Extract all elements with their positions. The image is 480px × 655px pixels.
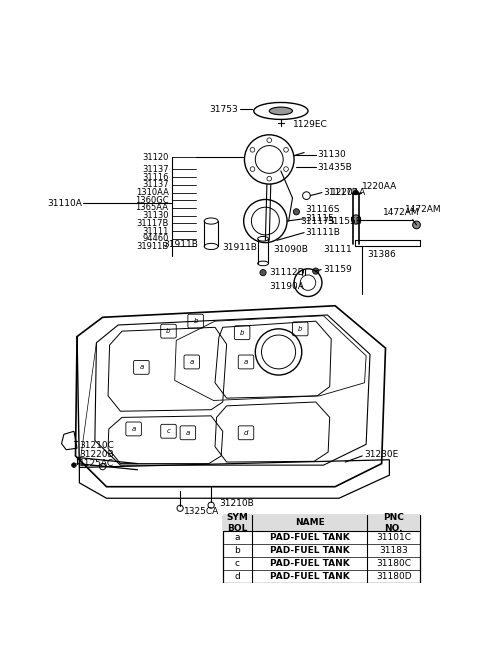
- Text: 1472AM: 1472AM: [383, 208, 420, 217]
- Text: PAD-FUEL TANK: PAD-FUEL TANK: [270, 533, 349, 542]
- Text: 31137: 31137: [142, 180, 168, 189]
- Text: 31180C: 31180C: [376, 559, 411, 568]
- Text: 31111: 31111: [142, 227, 168, 236]
- Text: 31220B: 31220B: [79, 450, 114, 459]
- Circle shape: [413, 221, 420, 229]
- Text: 31159: 31159: [324, 265, 352, 274]
- Text: 31116S: 31116S: [306, 205, 340, 214]
- Text: PAD-FUEL TANK: PAD-FUEL TANK: [270, 546, 349, 555]
- Text: b: b: [235, 546, 240, 555]
- Text: 31180D: 31180D: [376, 572, 411, 581]
- Circle shape: [351, 215, 360, 224]
- Text: 31130: 31130: [317, 151, 346, 159]
- Text: PAD-FUEL TANK: PAD-FUEL TANK: [270, 572, 349, 581]
- Text: b: b: [298, 326, 302, 332]
- Text: 31190A: 31190A: [269, 282, 304, 291]
- Text: 31753: 31753: [209, 105, 238, 114]
- Text: 31210B: 31210B: [219, 499, 253, 508]
- Text: 31116: 31116: [142, 173, 168, 181]
- Text: PNC
NO.: PNC NO.: [383, 513, 404, 533]
- Text: c: c: [235, 559, 240, 568]
- Circle shape: [260, 270, 266, 276]
- Text: a: a: [244, 359, 248, 365]
- Circle shape: [72, 463, 76, 468]
- Ellipse shape: [269, 107, 292, 115]
- Text: 31435B: 31435B: [317, 162, 352, 172]
- Text: 31117B: 31117B: [324, 188, 359, 197]
- Text: PAD-FUEL TANK: PAD-FUEL TANK: [270, 559, 349, 568]
- Text: 1360GC: 1360GC: [135, 196, 168, 205]
- Text: d: d: [244, 430, 248, 436]
- Text: 31117S: 31117S: [300, 217, 335, 225]
- Text: b: b: [193, 318, 198, 324]
- Text: 31117B: 31117B: [136, 219, 168, 228]
- Text: 31115: 31115: [306, 214, 335, 223]
- Text: 1365AA: 1365AA: [135, 204, 168, 212]
- Text: b: b: [166, 328, 171, 334]
- Text: 31111B: 31111B: [306, 228, 340, 237]
- Text: 31386: 31386: [367, 250, 396, 259]
- Text: 31090B: 31090B: [273, 245, 308, 254]
- Text: 31130: 31130: [142, 211, 168, 220]
- Text: a: a: [235, 533, 240, 542]
- Text: 1129EC: 1129EC: [292, 121, 327, 129]
- Text: 1310AA: 1310AA: [136, 188, 168, 197]
- Circle shape: [293, 209, 300, 215]
- Text: 1472AM: 1472AM: [405, 205, 442, 214]
- Text: b: b: [240, 329, 244, 336]
- Text: SYM
BOL: SYM BOL: [227, 513, 249, 533]
- Text: a: a: [186, 430, 190, 436]
- Bar: [223, 515, 420, 531]
- Bar: [223, 515, 420, 583]
- Text: NAME: NAME: [295, 518, 324, 527]
- Text: 1220AA: 1220AA: [362, 182, 397, 191]
- Text: 31120: 31120: [142, 153, 168, 162]
- Text: a: a: [139, 364, 144, 370]
- Text: 31911B: 31911B: [136, 242, 168, 251]
- Text: 31155B: 31155B: [327, 217, 362, 225]
- Text: 1125AC: 1125AC: [79, 459, 115, 468]
- Text: a: a: [190, 359, 194, 365]
- Text: 94460: 94460: [142, 234, 168, 243]
- Text: 31111: 31111: [324, 245, 352, 254]
- Text: a: a: [132, 426, 136, 432]
- Text: c: c: [167, 428, 170, 434]
- Text: 31101C: 31101C: [376, 533, 411, 542]
- Text: 31911B: 31911B: [163, 240, 198, 249]
- Text: 31112D: 31112D: [269, 268, 305, 277]
- Text: 31210C: 31210C: [79, 441, 114, 449]
- Text: 31183: 31183: [379, 546, 408, 555]
- Circle shape: [354, 190, 359, 195]
- Text: 31137: 31137: [142, 165, 168, 174]
- Circle shape: [312, 268, 319, 274]
- Text: 1220AA: 1220AA: [331, 188, 367, 197]
- Text: 1325CA: 1325CA: [184, 507, 219, 516]
- Text: 31230E: 31230E: [364, 450, 398, 459]
- Text: 31110A: 31110A: [47, 199, 82, 208]
- Text: 31911B: 31911B: [223, 244, 258, 252]
- Text: d: d: [235, 572, 240, 581]
